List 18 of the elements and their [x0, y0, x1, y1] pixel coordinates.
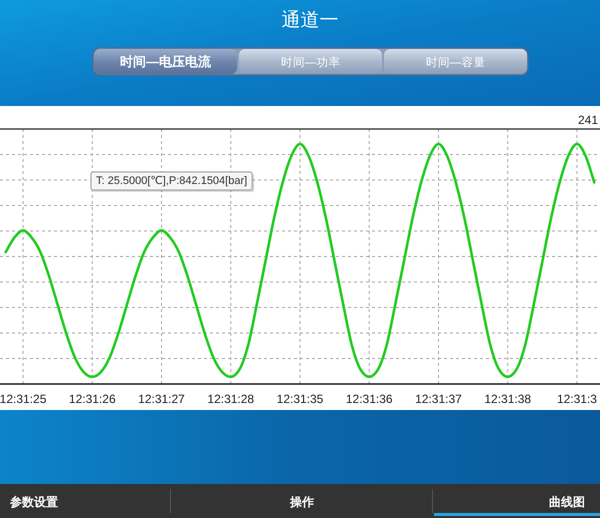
title: 通道一 — [282, 10, 338, 31]
button-label: 曲线图 — [549, 495, 585, 509]
x-tick-label: 12:31:27 — [138, 392, 185, 406]
x-tick-label: 12:31:3 — [556, 392, 597, 406]
x-tick-label: 12:31:28 — [207, 392, 254, 406]
button-label: 操作 — [290, 495, 314, 509]
x-tick-label: 12:31:38 — [484, 392, 532, 406]
tab-label: 时间—功率 — [280, 57, 340, 69]
x-tick-label: 12:31:25 — [0, 392, 46, 406]
x-tick-label: 12:31:35 — [276, 392, 324, 406]
x-tick-label: 12:31:37 — [415, 392, 462, 406]
annotation: T: 25.5000[℃],P:842.1504[bar] — [96, 175, 248, 187]
x-tick-label: 12:31:26 — [68, 392, 116, 406]
annotation: 241 — [578, 113, 598, 127]
tab-label: 时间—电压电流 — [120, 54, 211, 69]
button-label: 参数设置 — [10, 495, 58, 509]
x-tick-label: 12:31:36 — [346, 392, 393, 406]
tab-label: 时间—容量 — [426, 57, 486, 69]
